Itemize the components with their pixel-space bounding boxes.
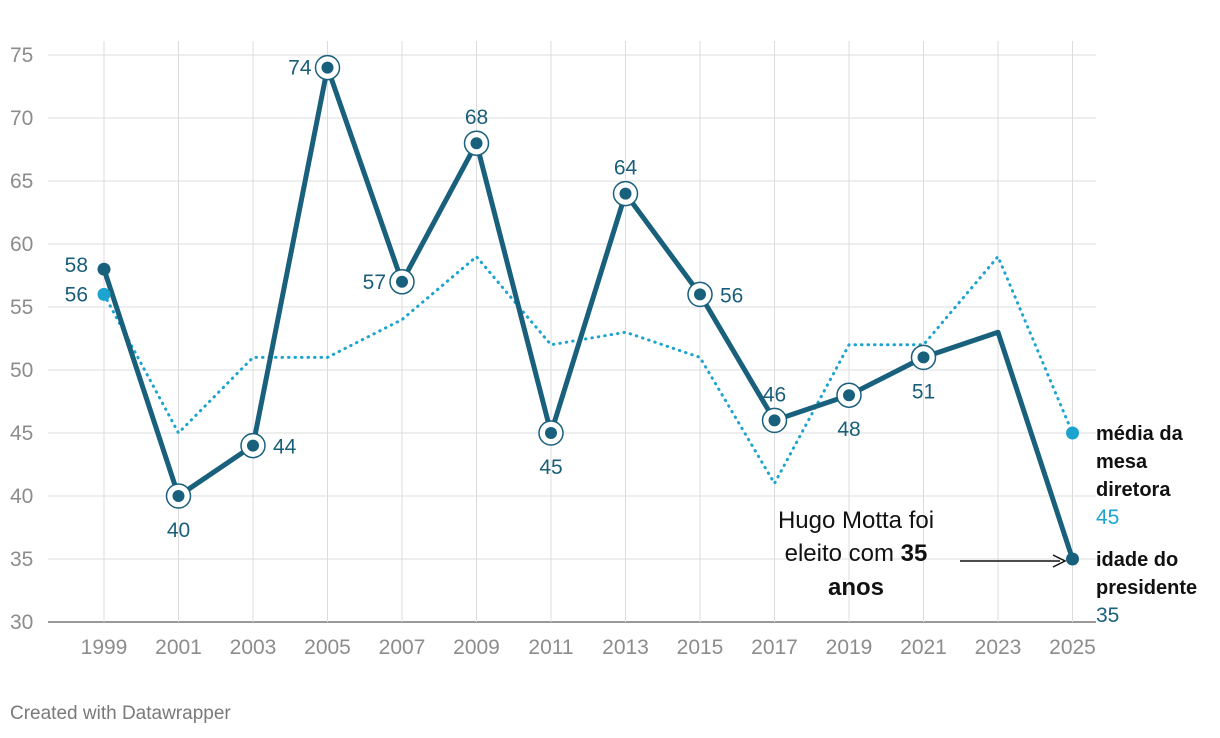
point-president-2011 — [545, 427, 557, 439]
x-tick-label-2013: 2013 — [602, 636, 649, 659]
series-line-president — [101, 65, 1075, 562]
y-tick-label-60: 60 — [10, 233, 33, 256]
annotation-line2-prefix: eleito com — [785, 540, 901, 567]
point-president-2005 — [321, 61, 334, 74]
y-tick-label-70: 70 — [10, 107, 33, 130]
legend-mesa-line3: diretora — [1096, 479, 1171, 501]
data-labels: 58 40 44 74 57 68 45 64 56 46 48 51 56 — [65, 57, 936, 542]
point-president-2009 — [470, 137, 483, 150]
point-president-2013 — [619, 187, 632, 200]
data-label-president-2005: 74 — [288, 57, 312, 80]
y-tick-label-45: 45 — [10, 422, 33, 445]
annotation-arrow-head — [1052, 554, 1067, 568]
y-tick-label-40: 40 — [10, 485, 33, 508]
y-tick-label-75: 75 — [10, 44, 33, 67]
legend-president-line2: presidente — [1096, 577, 1197, 599]
point-president-2019 — [843, 389, 855, 402]
annotation-line2-bold: 35 — [901, 540, 928, 567]
annotation-line1: Hugo Motta foi — [778, 507, 934, 534]
x-tick-label-2017: 2017 — [751, 636, 798, 659]
x-tick-label-2003: 2003 — [230, 636, 277, 659]
x-tick-label-2007: 2007 — [379, 636, 426, 659]
y-tick-label-35: 35 — [10, 548, 33, 571]
point-mesa-2025 — [1066, 426, 1079, 440]
series-lines — [101, 65, 1075, 562]
legend-president-value: 35 — [1096, 604, 1119, 627]
annotation: Hugo Motta foi eleito com 35 anos — [778, 507, 1067, 601]
data-label-president-2003: 44 — [273, 436, 297, 459]
data-label-president-2017: 46 — [763, 383, 786, 406]
x-tick-label-1999: 1999 — [81, 636, 128, 659]
data-label-president-2019: 48 — [837, 418, 860, 441]
data-label-president-2009: 68 — [465, 106, 488, 129]
point-president-2001 — [172, 490, 185, 502]
data-label-president-2015: 56 — [720, 284, 743, 307]
point-president-2007 — [396, 275, 408, 288]
x-tick-label-2005: 2005 — [304, 636, 351, 659]
gridlines — [48, 41, 1096, 623]
footer-credit: Created with Datawrapper — [10, 703, 231, 724]
x-tick-label-2015: 2015 — [677, 636, 724, 659]
data-label-president-2021: 51 — [912, 380, 935, 403]
data-label-president-2011: 45 — [539, 456, 562, 479]
point-president-1999 — [97, 262, 111, 276]
y-tick-label-65: 65 — [10, 170, 33, 193]
x-tick-label-2023: 2023 — [975, 636, 1022, 659]
data-label-mesa-1999: 56 — [65, 283, 88, 306]
point-president-2015 — [694, 288, 706, 301]
data-label-president-2007: 57 — [363, 271, 386, 294]
x-tick-label-2011: 2011 — [528, 636, 573, 659]
legend-president: idade do presidente 35 — [1096, 549, 1197, 627]
point-president-2025 — [1066, 552, 1079, 566]
legend-mesa-value: 45 — [1096, 506, 1119, 529]
x-tick-label-2025: 2025 — [1049, 636, 1096, 659]
y-tick-label-55: 55 — [10, 296, 33, 319]
y-axis: 30 35 40 45 50 55 60 65 70 75 — [10, 44, 33, 634]
legend-mesa-line1: média da — [1096, 423, 1184, 445]
data-label-president-2013: 64 — [614, 157, 638, 180]
y-tick-label-50: 50 — [10, 359, 33, 382]
point-president-2017 — [768, 414, 781, 427]
point-president-2021 — [917, 351, 930, 364]
data-points — [97, 54, 1079, 566]
data-label-president-2001: 40 — [167, 519, 190, 542]
x-tick-label-2019: 2019 — [826, 636, 873, 659]
x-axis: 1999 2001 2003 2005 2007 2009 2011 2013 2015 2017… — [81, 636, 1096, 659]
point-president-2003 — [247, 439, 259, 452]
legend-mesa: média da mesa diretora 45 — [1096, 423, 1184, 529]
annotation-line3: anos — [828, 574, 884, 601]
annotation-line2: eleito com 35 — [785, 540, 928, 567]
data-label-president-1999: 58 — [65, 254, 88, 277]
x-tick-label-2021: 2021 — [900, 636, 947, 659]
y-tick-label-30: 30 — [10, 611, 33, 634]
legend-president-line1: idade do — [1096, 549, 1178, 571]
legend-mesa-line2: mesa — [1096, 451, 1148, 473]
x-tick-label-2009: 2009 — [453, 636, 500, 659]
x-tick-label-2001: 2001 — [155, 636, 202, 659]
point-mesa-1999 — [97, 287, 111, 301]
